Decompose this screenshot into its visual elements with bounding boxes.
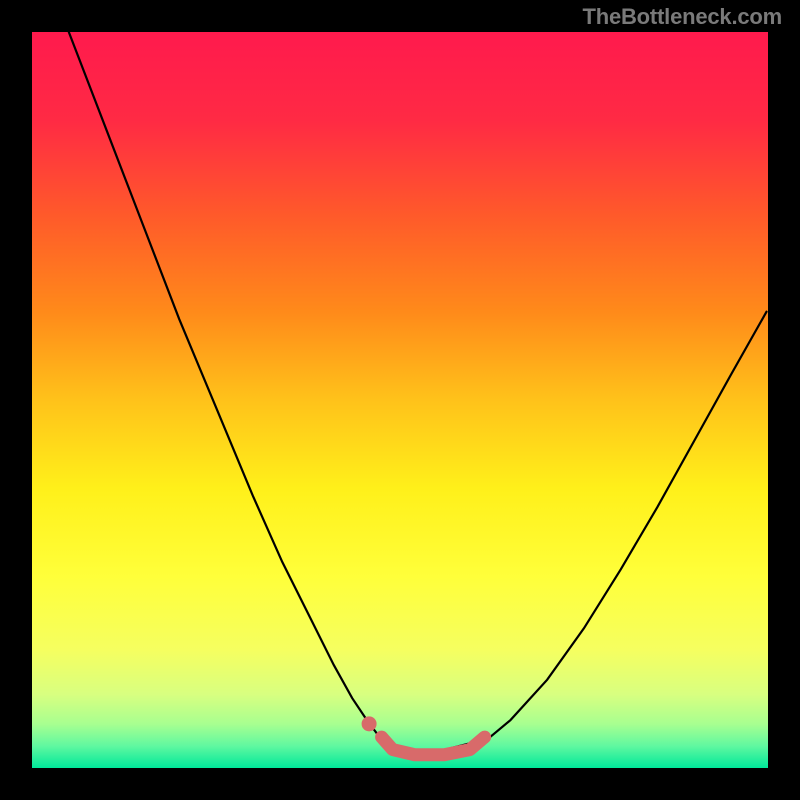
- bottleneck-curve-chart: [0, 0, 800, 800]
- gradient-heatmap-bg: [32, 32, 768, 768]
- optimal-point-marker: [362, 716, 377, 731]
- watermark-text: TheBottleneck.com: [582, 4, 782, 30]
